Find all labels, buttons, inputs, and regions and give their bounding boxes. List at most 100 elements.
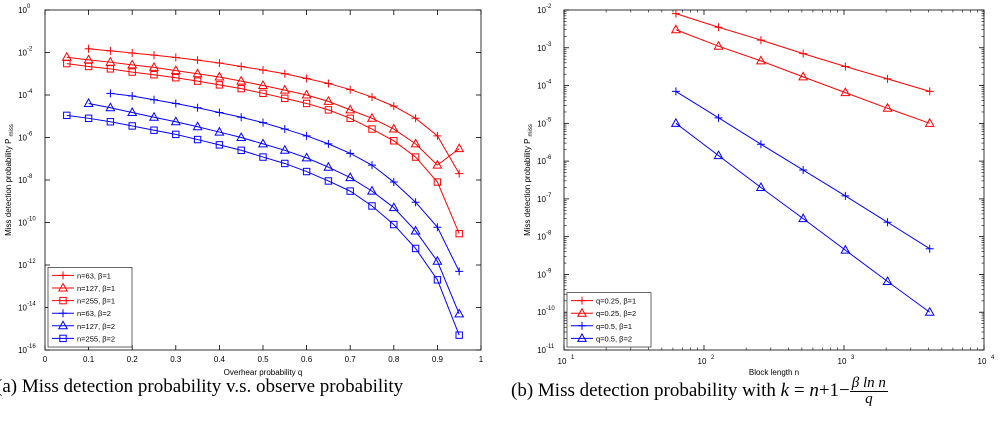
chart-b-series-1-point — [714, 23, 723, 32]
chart-a-series-1-point — [171, 53, 180, 62]
chart-a-legend-marker-5 — [57, 320, 69, 330]
chart-a-series-1-point — [215, 59, 224, 68]
chart-b-series-2-point — [840, 87, 851, 97]
chart-a-series-4-point — [389, 178, 398, 187]
chart-a-series-4-point — [237, 113, 246, 122]
chart-a-series-6-point — [455, 331, 463, 339]
chart-a-series-5-point — [301, 152, 312, 162]
chart-a-series-line-5 — [88, 102, 460, 315]
chart-a-y-tick-label-exp: -8 — [27, 174, 33, 180]
chart-a-x-tick-label: 1 — [479, 355, 484, 364]
chart-b-y-tick-label-exp: -9 — [546, 268, 552, 274]
chart-a-series-3-point — [281, 94, 289, 102]
chart-a-y-axis-label-sub: miss — [9, 124, 15, 136]
chart-b-legend-label-2: q=0.25, β=2 — [596, 309, 636, 318]
chart-b-x-axis-label: Block length n — [749, 368, 799, 377]
chart-a-series-5-point — [345, 172, 356, 182]
chart-a-series-3-point — [150, 71, 158, 79]
chart-b-series-1-point — [799, 49, 808, 58]
chart-a-series-4-point — [455, 267, 464, 276]
chart-a-legend-marker-3 — [59, 296, 67, 305]
chart-a-series-6-point — [172, 130, 180, 139]
chart-b-y-tick-label-exp: -10 — [546, 306, 555, 312]
chart-b-x-tick-label-exp: 4 — [991, 355, 995, 361]
caption-a: (a) Miss detection probability v.s. obse… — [0, 376, 404, 397]
chart-a-series-2-point — [410, 138, 421, 148]
chart-b-y-tick-label-base: 10 — [537, 44, 546, 53]
chart-b-series-2-point — [713, 40, 724, 50]
chart-a-y-tick-label-base: 10 — [18, 134, 27, 143]
chart-b-series-2-point — [924, 117, 935, 127]
chart-a-series-3-point — [302, 99, 311, 108]
chart-b-x-tick-label-base: 10 — [558, 357, 567, 366]
chart-a-x-axis-label: Overhear probability q — [224, 368, 303, 377]
chart-a-series-5-point — [214, 126, 225, 136]
caption-b-frac-num: β ln n — [849, 375, 888, 392]
chart-b-x-tick-label-base: 10 — [698, 357, 707, 366]
chart-a-y-tick-label-base: 10 — [18, 219, 27, 228]
chart-b-series-1-point — [883, 74, 892, 83]
chart-a-series-6-point — [433, 276, 442, 284]
chart-b-series-1-point — [841, 62, 850, 71]
chart-a-series-3-point — [215, 81, 224, 89]
chart-a-series-6-point — [63, 111, 71, 120]
chart-a-series-4-point — [411, 198, 420, 207]
chart-a-series-4-point — [346, 149, 355, 158]
chart-a-series-1-point — [193, 56, 202, 65]
chart-a-series-6-point — [84, 114, 93, 123]
chart-a-y-tick-label-base: 10 — [18, 91, 27, 100]
chart-a-series-4-point — [433, 223, 442, 232]
chart-a-series-5-point — [192, 121, 203, 131]
chart-a-series-3-point — [172, 74, 180, 82]
chart-a-series-3-point — [368, 125, 376, 133]
chart-a-series-6-point — [259, 153, 267, 161]
chart-b-y-tick-label-base: 10 — [537, 308, 546, 317]
chart-a-series-1-point — [433, 131, 442, 140]
chart-b-series-4-point — [755, 181, 766, 192]
chart-a-y-tick-label-base: 10 — [18, 49, 27, 58]
chart-a-series-3-point — [84, 62, 93, 71]
chart-a-x-tick-label: 0.2 — [127, 355, 139, 364]
chart-a-series-2-point — [257, 79, 269, 89]
chart-a-series-1-point — [411, 114, 420, 123]
chart-a-series-2-point — [170, 65, 181, 75]
chart-a-series-1-point — [346, 85, 355, 94]
chart-a-series-4-point — [324, 139, 333, 148]
chart-b-series-3-point — [799, 166, 808, 175]
chart-a-series-3-point — [411, 153, 420, 161]
chart-a-series-2-point — [192, 68, 203, 78]
chart-a-legend-marker-1 — [59, 271, 67, 280]
chart-a-series-2-point — [148, 61, 160, 71]
caption-b-eq: = — [789, 379, 810, 401]
chart-a-series-1-point — [280, 69, 289, 78]
chart-a-legend-label-5: n=127, β=2 — [77, 322, 115, 331]
chart-b-series-line-2 — [675, 29, 930, 124]
chart-a-y-tick-label-base: 10 — [18, 261, 27, 270]
chart-a-series-1-point — [302, 74, 311, 83]
chart-a-series-4-point — [215, 108, 224, 117]
chart-b-y-tick-label-base: 10 — [537, 157, 546, 166]
chart-b-legend-marker-1 — [578, 296, 586, 305]
chart-a-x-tick-label: 0.8 — [388, 355, 400, 364]
caption-b-n: n — [809, 379, 819, 401]
chart-a-series-3-point — [259, 89, 267, 98]
chart-a-series-3-point — [128, 68, 136, 76]
chart-a-series-5-point — [236, 131, 247, 141]
chart-b-y-tick-label-exp: -5 — [546, 117, 552, 123]
chart-a-y-axis-label: Miss detection probability P miss — [4, 124, 15, 236]
chart-a-series-1-point — [84, 44, 93, 53]
chart-a-series-3-point — [237, 84, 245, 93]
chart-a-series-6-point — [390, 220, 398, 229]
chart-a-series-4-point — [259, 118, 267, 127]
chart-a-series-6-point — [237, 146, 245, 154]
chart-a-series-2-point — [432, 159, 443, 169]
chart-b-series-1-point — [756, 36, 765, 45]
chart-b-legend-marker-3 — [578, 321, 586, 330]
chart-b-series-4-point — [924, 306, 935, 316]
chart-b-y-tick-label-exp: -7 — [546, 193, 552, 199]
chart-a-series-3-point — [63, 59, 71, 68]
chart-a-series-5-point — [432, 255, 443, 265]
chart-a-series-1-point — [237, 62, 246, 71]
